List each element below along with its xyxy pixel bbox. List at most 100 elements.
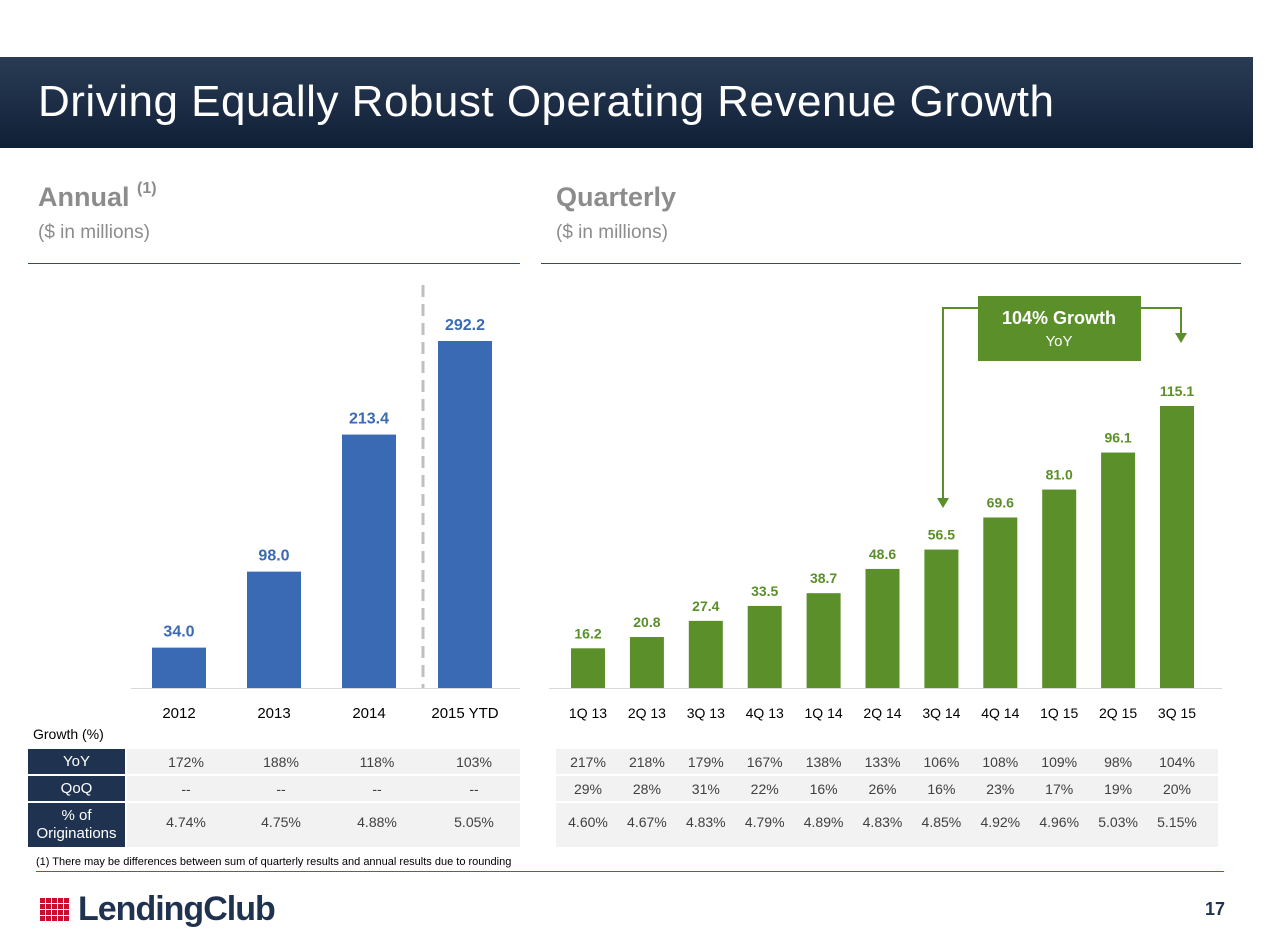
quarterly-qoq-cell: 29%: [573, 781, 603, 797]
growth-callout-subtitle: YoY: [1046, 333, 1073, 350]
logo-dot: [46, 904, 51, 909]
growth-annotation: 104% Growth YoY: [937, 296, 1187, 508]
quarterly-originations-cell: 4.89%: [803, 814, 844, 830]
quarterly-data-label: 33.5: [751, 583, 778, 599]
quarterly-yoy-cell: 138%: [805, 754, 842, 770]
quarterly-bar-2q15: [1101, 452, 1136, 688]
annual-yoy-cell: 172%: [168, 754, 204, 770]
annual-data-label: 213.4: [349, 411, 389, 428]
quarterly-data-label: 81.0: [1046, 467, 1073, 483]
annual-row-bg-qoq: [127, 776, 520, 801]
logo-dot: [40, 910, 45, 915]
annual-tick-label: 2015 YTD: [431, 705, 498, 722]
quarterly-tick-label: 3Q 14: [922, 705, 960, 721]
quarterly-data-label: 69.6: [987, 494, 1014, 510]
quarterly-data-label: 38.7: [810, 570, 837, 586]
growth-table-title: Growth (%): [33, 726, 104, 742]
quarterly-tick-label: 2Q 15: [1099, 705, 1137, 721]
annual-originations-cell: 5.05%: [454, 814, 494, 830]
annual-heading-text: Annual: [38, 182, 130, 212]
annual-yoy-cell: 188%: [263, 754, 299, 770]
logo-dot: [58, 898, 63, 903]
quarterly-originations-cell: 4.83%: [685, 814, 726, 830]
page-title: Driving Equally Robust Operating Revenue…: [38, 77, 1055, 126]
annual-divider: [28, 263, 520, 264]
quarterly-yoy-cell: 218%: [628, 754, 665, 770]
logo-dot: [52, 916, 57, 921]
quarterly-originations-cell: 4.96%: [1039, 814, 1080, 830]
quarterly-qoq-cell: 22%: [750, 781, 779, 797]
quarterly-tick-label: 3Q 13: [687, 705, 725, 721]
quarterly-tick-label: 2Q 14: [863, 705, 901, 721]
quarterly-yoy-cell: 133%: [864, 754, 901, 770]
logo-dot: [58, 904, 63, 909]
annual-row-bg-originations: [127, 803, 520, 847]
logo-dot: [40, 904, 45, 909]
quarterly-data-label: 16.2: [574, 625, 601, 641]
annual-yoy-cell: 103%: [456, 754, 492, 770]
growth-callout-box: [978, 296, 1141, 361]
quarterly-originations-cell: 4.83%: [862, 814, 903, 830]
quarterly-qoq-cell: 28%: [632, 781, 661, 797]
annual-qoq-cell: --: [181, 781, 191, 797]
quarterly-originations-cell: 4.60%: [568, 814, 608, 830]
callout-arrowhead-left: [937, 498, 949, 508]
annual-qoq-cell: --: [276, 781, 286, 797]
quarterly-originations-cell: 5.15%: [1157, 814, 1197, 830]
quarterly-data-label: 56.5: [928, 527, 955, 543]
quarterly-yoy-cell: 179%: [687, 754, 724, 770]
quarterly-qoq-cell: 23%: [986, 781, 1015, 797]
callout-connector-left: [942, 307, 978, 500]
quarterly-bar-2q14: [865, 568, 900, 688]
quarterly-chart: 16.2 1Q 13 20.8 2Q 13 27.4 3Q 13 33.5 4Q 13 38.7…: [549, 383, 1222, 721]
growth-callout-title: 104% Growth: [1002, 308, 1116, 328]
quarterly-yoy-cell: 217%: [570, 754, 606, 770]
quarterly-bar-1q15: [1042, 489, 1077, 688]
quarterly-qoq-cell: 19%: [1104, 781, 1133, 797]
quarterly-divider: [541, 263, 1241, 264]
quarterly-qoq-cell: 26%: [868, 781, 897, 797]
quarterly-yoy-cell: 109%: [1041, 754, 1078, 770]
row-label-originations: % of Originations: [28, 803, 125, 847]
annual-tick-label: 2012: [162, 705, 195, 722]
logo-dot: [46, 910, 51, 915]
quarterly-data-label: 115.1: [1160, 383, 1194, 399]
logo-dot: [58, 916, 63, 921]
annual-bar-2015-ytd: [438, 341, 492, 688]
quarterly-originations-cell: 4.92%: [980, 814, 1021, 830]
annual-data-label: 292.2: [445, 317, 485, 334]
annual-tick-label: 2014: [352, 705, 385, 722]
annual-heading: Annual (1): [38, 180, 157, 213]
row-label-yoy: YoY: [28, 749, 125, 774]
annual-row-bg-yoy: [127, 749, 520, 774]
quarterly-data-label: 20.8: [633, 614, 660, 630]
quarterly-heading: Quarterly: [556, 182, 677, 212]
annual-yoy-cell: 118%: [359, 754, 395, 770]
quarterly-bar-3q15: [1160, 406, 1194, 688]
quarterly-subheading: ($ in millions): [556, 222, 668, 243]
annual-bar-2014: [342, 434, 396, 688]
annual-footnote-ref: (1): [137, 180, 157, 197]
quarterly-tick-label: 2Q 13: [628, 705, 666, 721]
footnote: (1) There may be differences between sum…: [36, 856, 512, 868]
quarterly-originations-cell: 4.79%: [744, 814, 785, 830]
annual-qoq-cell: --: [469, 781, 479, 797]
quarterly-bar-1q13: [571, 648, 605, 688]
quarterly-qoq-cell: 16%: [927, 781, 956, 797]
annual-subheading: ($ in millions): [38, 222, 150, 243]
logo-dot: [46, 916, 51, 921]
title-banner: Driving Equally Robust Operating Revenue…: [0, 57, 1253, 148]
callout-arrowhead-right: [1175, 333, 1187, 343]
quarterly-data-label: 96.1: [1104, 430, 1131, 446]
quarterly-bar-2q13: [629, 637, 664, 688]
quarterly-originations-cell: 5.03%: [1098, 814, 1138, 830]
callout-connector-right: [1141, 307, 1182, 334]
quarterly-bar-4q13: [747, 605, 782, 688]
annual-tick-label: 2013: [257, 705, 290, 722]
quarterly-yoy-cell: 104%: [1159, 754, 1195, 770]
quarterly-row-bg-yoy: [556, 749, 1218, 774]
row-label-qoq: QoQ: [28, 776, 125, 801]
quarterly-yoy-cell: 98%: [1104, 754, 1133, 770]
quarterly-bar-1q14: [806, 593, 841, 688]
